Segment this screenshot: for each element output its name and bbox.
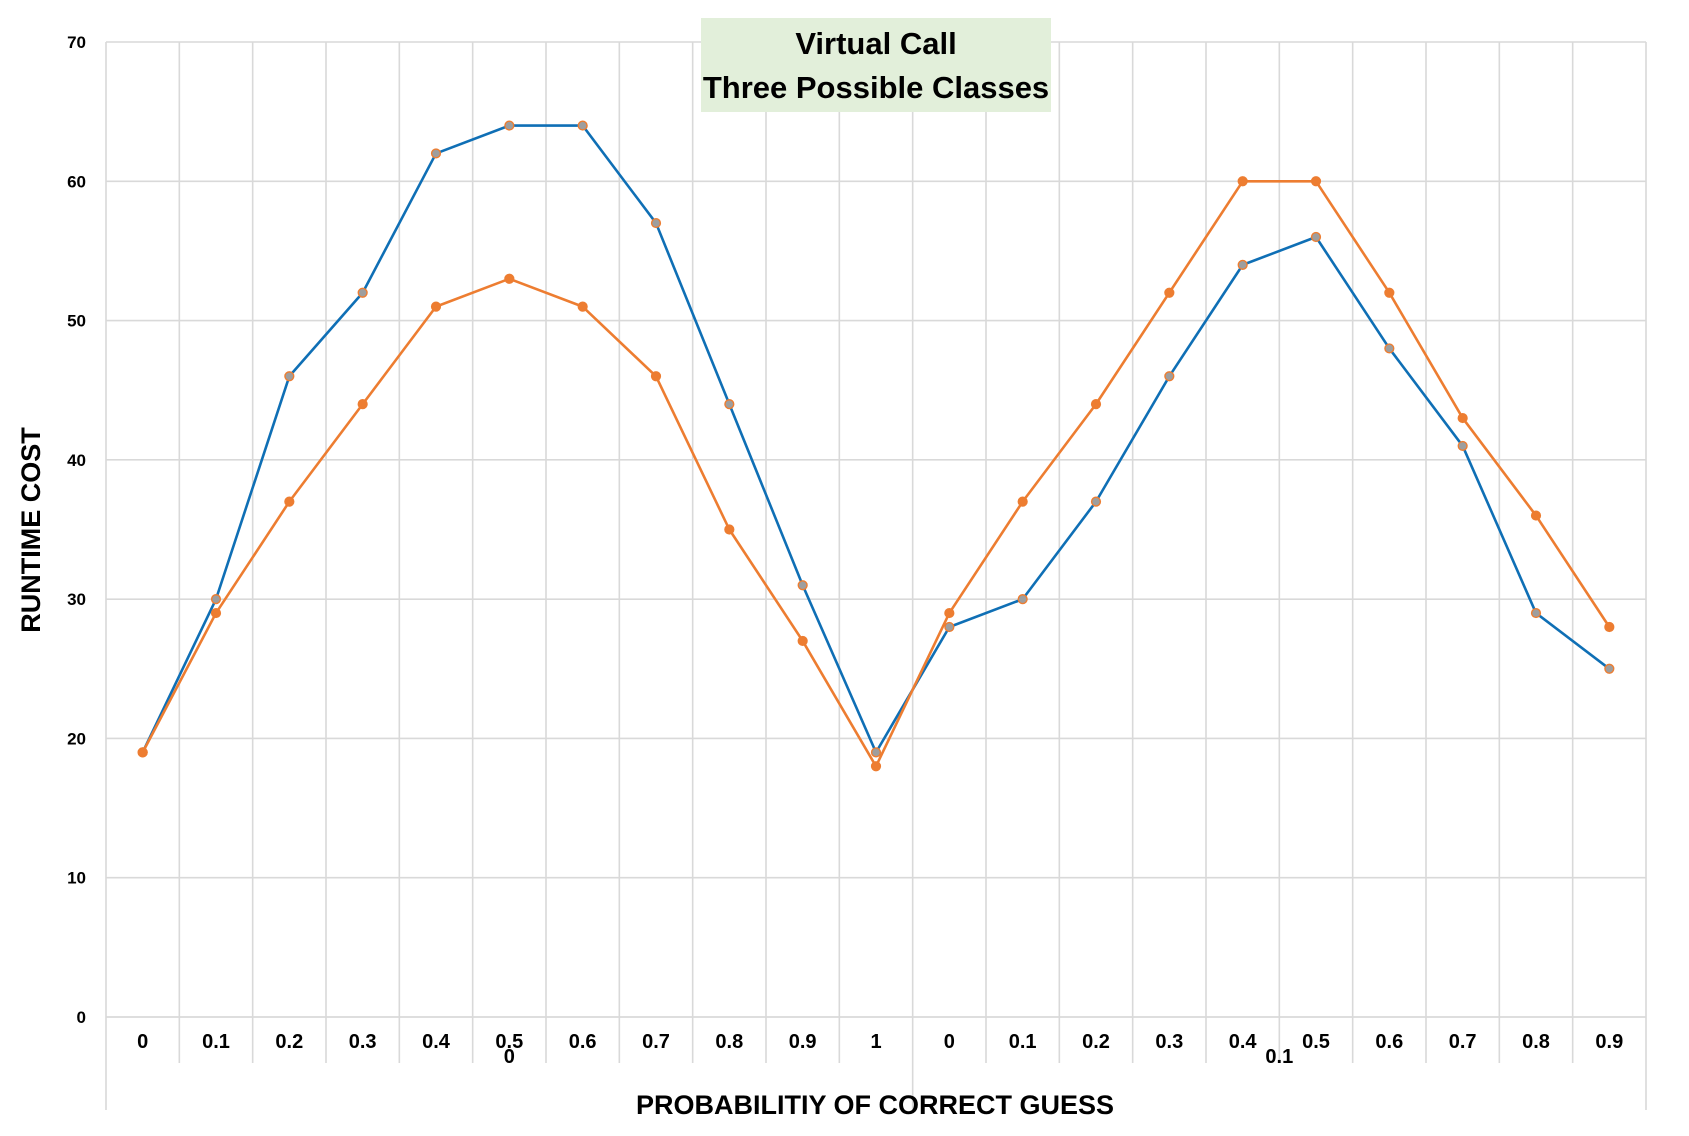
x-tick-label: 0.2 <box>1082 1031 1110 1053</box>
chart-title: Virtual Call <box>795 26 956 61</box>
x-tick-label: 0.4 <box>1229 1031 1258 1053</box>
series-1-markers <box>137 120 1615 758</box>
y-tick-label: 30 <box>67 590 86 609</box>
data-point <box>357 399 368 410</box>
y-tick-label: 50 <box>67 312 86 331</box>
data-point <box>357 287 368 298</box>
data-point <box>1310 176 1322 187</box>
data-point <box>870 761 882 772</box>
x-tick-label: 0 <box>944 1031 955 1053</box>
y-tick-label: 0 <box>77 1008 86 1027</box>
x-tick-label: 0.1 <box>202 1031 230 1053</box>
x-axis-title: PROBABILITIY OF CORRECT GUESS <box>636 1090 1114 1120</box>
x-tick-label: 0.1 <box>1009 1031 1037 1053</box>
chart-title-box <box>701 18 1051 112</box>
x-tick-label: 0.8 <box>715 1031 743 1053</box>
data-point <box>724 524 735 535</box>
data-point <box>1384 287 1395 298</box>
data-point <box>1164 287 1175 298</box>
data-point <box>1164 371 1175 382</box>
series-line <box>141 179 1611 768</box>
data-point <box>1237 176 1248 187</box>
x-group-label: 0 <box>504 1046 515 1068</box>
x-tick-label: 0.4 <box>422 1031 451 1053</box>
data-point <box>1237 259 1248 270</box>
data-point <box>797 580 808 591</box>
x-tick-label: 0.8 <box>1522 1031 1550 1053</box>
data-point <box>1384 343 1395 354</box>
x-tick-label: 0.9 <box>1595 1031 1623 1053</box>
y-axis-title: RUNTIME COST <box>16 427 46 633</box>
data-point <box>284 496 295 507</box>
data-point <box>944 621 955 633</box>
x-tick-label: 0.7 <box>1449 1031 1477 1053</box>
data-point <box>1530 607 1542 619</box>
x-tick-label: 0.2 <box>275 1031 303 1053</box>
x-tick-label: 0.5 <box>1302 1031 1330 1053</box>
x-tick-label: 0.6 <box>1375 1031 1403 1053</box>
data-point <box>210 594 222 605</box>
x-tick-label: 0.6 <box>569 1031 597 1053</box>
x-tick-label: 0.5 <box>495 1031 523 1053</box>
y-tick-label: 20 <box>67 729 86 748</box>
series-layer <box>137 120 1615 772</box>
x-tick-label: 0.7 <box>642 1031 670 1053</box>
data-point <box>577 120 588 131</box>
data-point <box>504 273 515 284</box>
data-point <box>944 607 955 619</box>
series-2-markers <box>137 176 1615 772</box>
x-tick-label: 0.3 <box>349 1031 377 1053</box>
data-point <box>1457 412 1468 424</box>
y-tick-label: 70 <box>67 33 86 52</box>
data-point <box>870 747 882 758</box>
series-1 <box>141 124 1611 754</box>
x-tick-label: 0.9 <box>789 1031 817 1053</box>
x-tick-label: 1 <box>870 1031 881 1053</box>
data-point <box>724 399 735 410</box>
data-point <box>1017 594 1028 605</box>
data-point <box>1604 621 1615 633</box>
data-point <box>1310 231 1322 243</box>
grid-layer <box>105 41 1647 1110</box>
data-point <box>430 148 442 159</box>
title-layer: Virtual Call Three Possible Classes <box>701 18 1051 112</box>
data-point <box>430 301 442 312</box>
x-tick-label: 0 <box>137 1031 148 1053</box>
data-point <box>577 301 588 312</box>
y-tick-label: 60 <box>67 172 86 191</box>
data-point <box>797 635 808 647</box>
x-group-label: 0.1 <box>1265 1046 1293 1068</box>
series-2 <box>141 179 1611 768</box>
data-point <box>1017 496 1028 507</box>
series-line <box>141 124 1611 754</box>
data-point <box>284 371 295 382</box>
data-point <box>1530 510 1542 521</box>
data-point <box>137 747 148 758</box>
data-point <box>650 217 662 229</box>
chart-subtitle: Three Possible Classes <box>703 70 1049 105</box>
data-point <box>210 607 222 619</box>
y-tick-label: 40 <box>67 451 86 470</box>
data-point <box>504 120 515 131</box>
y-tick-label: 10 <box>67 869 86 888</box>
data-point <box>650 371 662 382</box>
data-point <box>1457 440 1468 452</box>
data-point <box>1604 663 1615 674</box>
x-tick-label: 0.3 <box>1155 1031 1183 1053</box>
data-point <box>1090 399 1102 410</box>
data-point <box>1090 496 1102 507</box>
